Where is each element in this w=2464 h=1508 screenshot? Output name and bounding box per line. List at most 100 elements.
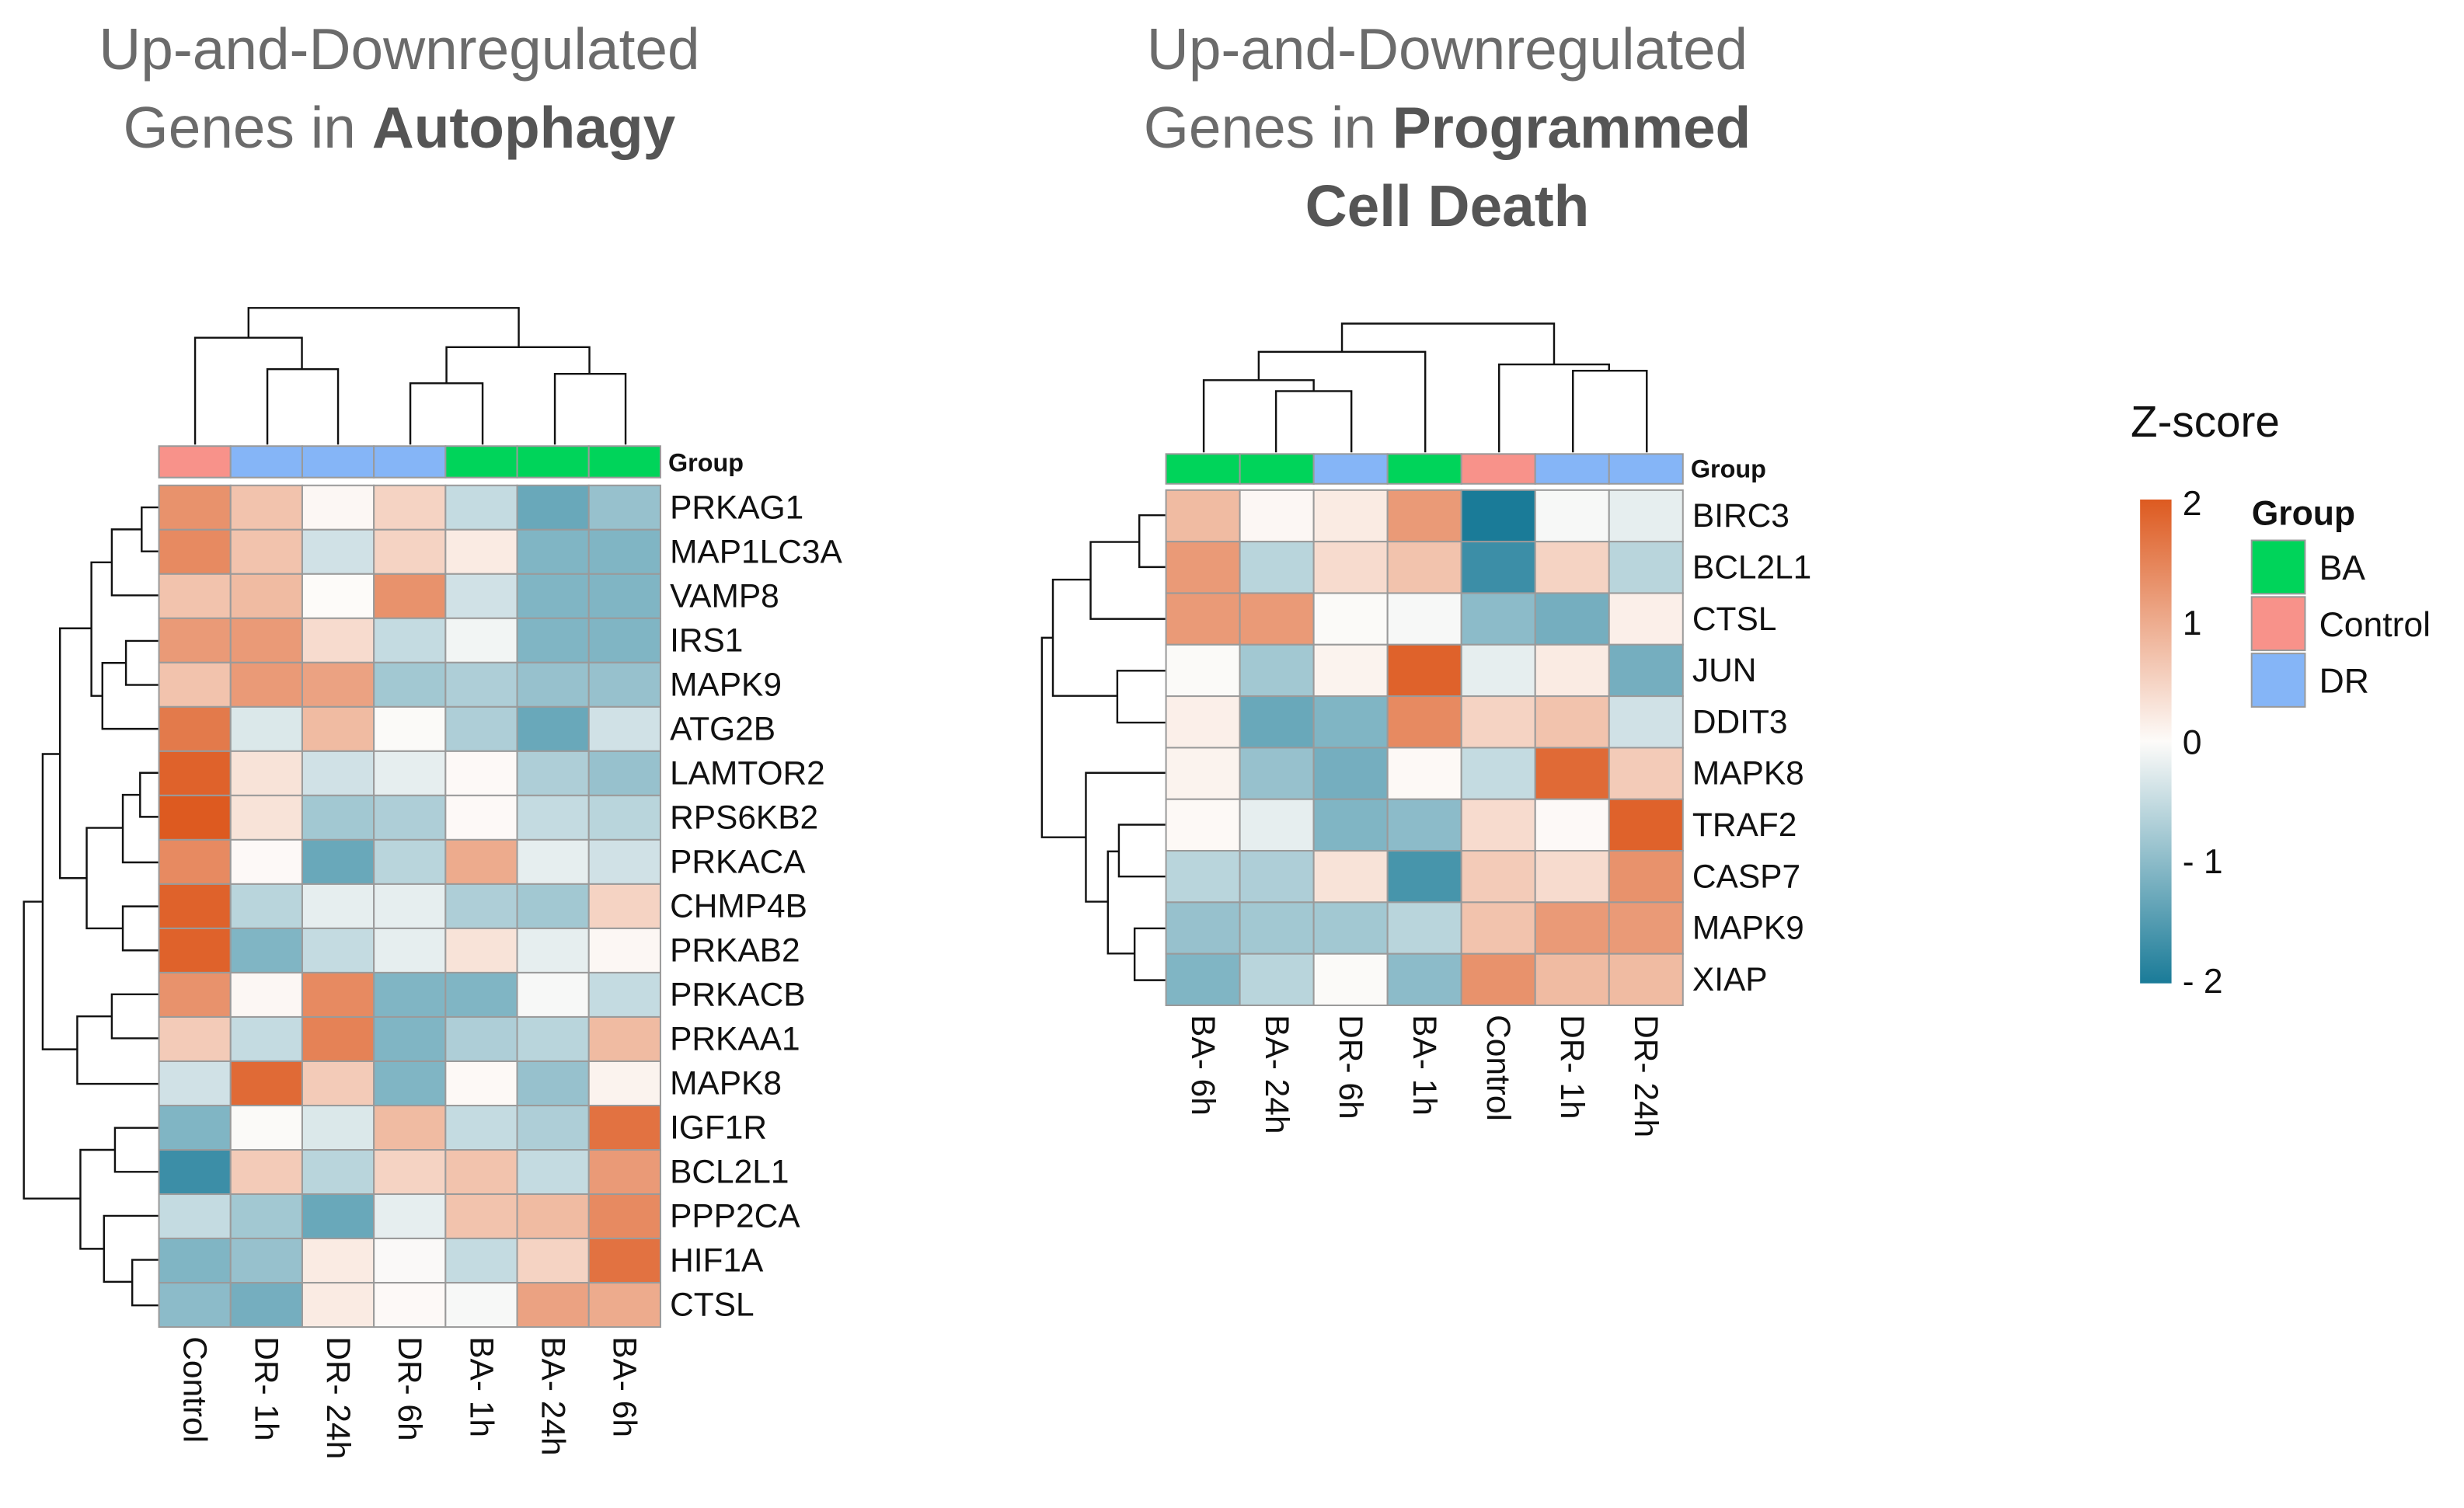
- heatmap-cell: [229, 1060, 303, 1107]
- heatmap-cell: [1312, 850, 1389, 904]
- heatmap-cell: [1608, 695, 1684, 749]
- heatmap-cell: [1534, 747, 1610, 800]
- heatmap-cell: [1312, 592, 1389, 646]
- row-label: MAPK8: [1692, 755, 1804, 792]
- heatmap-cell: [158, 750, 232, 796]
- heatmap-cell: [1460, 953, 1536, 1007]
- row-label: PRKACA: [670, 844, 806, 880]
- heatmap-cell: [1386, 592, 1462, 646]
- heatmap-cell: [1312, 901, 1389, 955]
- heatmap-cell: [1165, 850, 1241, 904]
- heatmap-cell: [1312, 747, 1389, 800]
- heatmap-cell: [1460, 747, 1536, 800]
- heatmap-cell: [587, 1015, 661, 1062]
- pcd-title-line2: Genes in Programmed: [1144, 95, 1751, 160]
- column-label: BA- 24h: [535, 1336, 571, 1455]
- heatmap-cell: [516, 573, 590, 619]
- heatmap-cell: [587, 484, 661, 531]
- group-annotation-cell: [1386, 453, 1462, 485]
- group-annotation-cell: [229, 445, 303, 479]
- heatmap-cell: [373, 1060, 447, 1107]
- row-label: JUN: [1692, 652, 1757, 688]
- heatmap-cell: [444, 1104, 518, 1151]
- heatmap-cell: [373, 661, 447, 708]
- heatmap-cell: [373, 1104, 447, 1151]
- heatmap-cell: [1165, 541, 1241, 594]
- heatmap-cell: [1312, 643, 1389, 698]
- pcd-heatmap: Group BIRC3 BCL2L1 CTSL JUN DDIT3 MAPK8 TRAF2 CA…: [1165, 453, 1811, 1137]
- row-label: ATG2B: [670, 711, 775, 747]
- heatmap-cell: [444, 1149, 518, 1196]
- heatmap-cell: [587, 528, 661, 575]
- heatmap-cell: [158, 838, 232, 885]
- heatmap-cell: [1312, 541, 1389, 594]
- legend: Z-score 2 1 0 - 1 - 2 Group BA Control D…: [2131, 397, 2431, 1001]
- heatmap-cell: [373, 794, 447, 841]
- heatmap-cell: [1534, 592, 1610, 646]
- group-swatch-dr: [2250, 653, 2306, 708]
- heatmap-cell: [1386, 747, 1462, 800]
- group-annotation-cell: [1312, 453, 1389, 485]
- heatmap-cell: [373, 883, 447, 929]
- row-label: MAP1LC3A: [670, 533, 842, 569]
- heatmap-cell: [229, 1015, 303, 1062]
- title-bold: Programmed: [1392, 95, 1751, 160]
- heatmap-cell: [158, 661, 232, 708]
- heatmap-cell: [516, 838, 590, 885]
- heatmap-cell: [1460, 643, 1536, 698]
- heatmap-cell: [1608, 850, 1684, 904]
- column-label: BA- 1h: [1406, 1015, 1443, 1116]
- heatmap-cell: [1386, 643, 1462, 698]
- heatmap-cell: [1239, 747, 1315, 800]
- row-label: PRKAG1: [670, 489, 803, 525]
- heatmap-cell: [229, 1149, 303, 1196]
- row-label: IRS1: [670, 622, 743, 658]
- column-label: DR- 1h: [1554, 1015, 1591, 1119]
- autophagy-row-dendrogram: [23, 506, 159, 1307]
- heatmap-cell: [444, 1193, 518, 1240]
- heatmap-cell: [516, 971, 590, 1018]
- heatmap-cell: [158, 705, 232, 752]
- heatmap-cell: [301, 528, 375, 575]
- heatmap-cell: [444, 617, 518, 663]
- heatmap-cell: [1608, 592, 1684, 646]
- heatmap-cell: [1608, 747, 1684, 800]
- heatmap-cell: [516, 794, 590, 841]
- row-label: CTSL: [1692, 601, 1776, 637]
- heatmap-cell: [1460, 901, 1536, 955]
- heatmap-cell: [1165, 901, 1241, 955]
- zscore-tick: - 2: [2183, 963, 2223, 1001]
- heatmap-cell: [1534, 850, 1610, 904]
- heatmap-cell: [229, 1282, 303, 1329]
- heatmap-cell: [1460, 695, 1536, 749]
- heatmap-cell: [158, 1193, 232, 1240]
- row-label: PRKACB: [670, 977, 806, 1013]
- group-annotation-cell: [1460, 453, 1536, 485]
- heatmap-cell: [1386, 850, 1462, 904]
- heatmap-cell: [158, 1104, 232, 1151]
- heatmap-cell: [444, 883, 518, 929]
- heatmap-cell: [301, 661, 375, 708]
- heatmap-cell: [373, 1282, 447, 1329]
- heatmap-cell: [373, 1193, 447, 1240]
- heatmap-cell: [1312, 953, 1389, 1007]
- heatmap-cell: [229, 573, 303, 619]
- heatmap-cell: [444, 838, 518, 885]
- title-plain: Genes in: [124, 95, 372, 160]
- heatmap-cell: [444, 528, 518, 575]
- heatmap-cell: [1608, 541, 1684, 594]
- heatmap-cell: [1165, 695, 1241, 749]
- row-label: PPP2CA: [670, 1198, 800, 1235]
- heatmap-cell: [1460, 489, 1536, 543]
- heatmap-cell: [1608, 643, 1684, 698]
- heatmap-cell: [516, 1193, 590, 1240]
- heatmap-cell: [587, 750, 661, 796]
- zscore-tick: 0: [2183, 724, 2202, 762]
- heatmap-cell: [1534, 695, 1610, 749]
- heatmap-cell: [444, 661, 518, 708]
- group-swatch-ba: [2250, 539, 2306, 595]
- heatmap-cell: [516, 1060, 590, 1107]
- heatmap-cell: [373, 1149, 447, 1196]
- heatmap-cell: [1165, 798, 1241, 852]
- heatmap-cell: [587, 1060, 661, 1107]
